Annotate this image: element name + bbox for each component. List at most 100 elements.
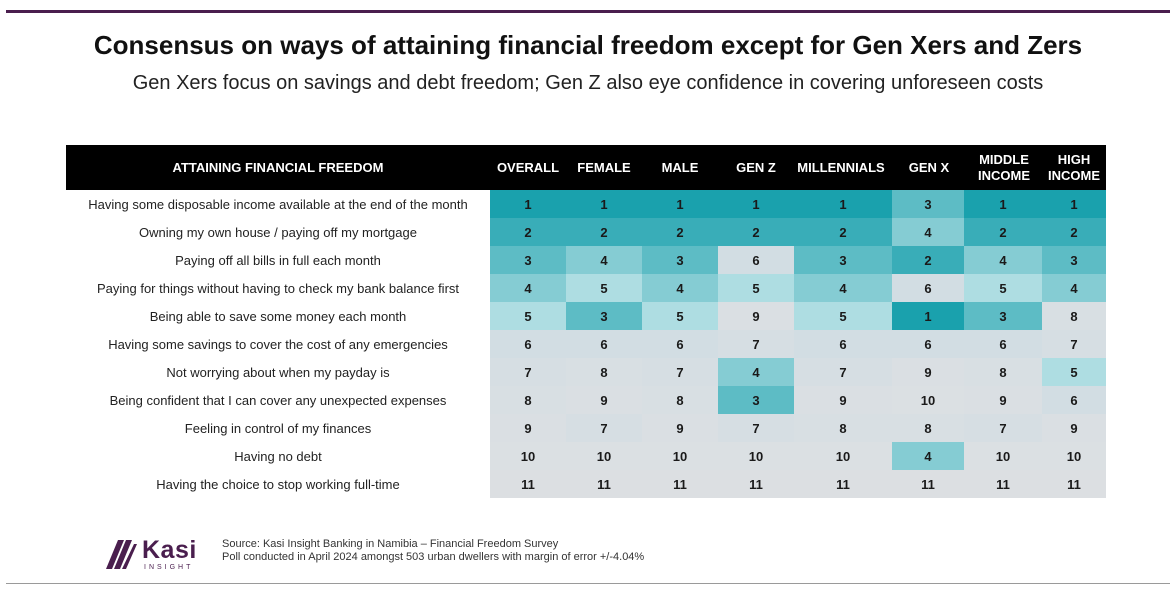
rank-cell: 5 [566, 274, 642, 302]
rank-cell: 7 [964, 414, 1042, 442]
rank-cell: 9 [566, 386, 642, 414]
rank-cell: 6 [1042, 386, 1106, 414]
rank-cell: 7 [490, 358, 566, 386]
row-label: Not worrying about when my payday is [166, 364, 390, 380]
rank-cell: 3 [964, 302, 1042, 330]
rank-cell: 1 [642, 190, 718, 218]
rank-cell: 4 [892, 218, 964, 246]
rank-cell: 4 [794, 274, 892, 302]
rank-cell: 2 [566, 218, 642, 246]
row-label: Being able to save some money each month [149, 308, 407, 324]
rank-cell: 11 [490, 470, 566, 498]
rank-cell: 5 [964, 274, 1042, 302]
rank-cell: 2 [892, 246, 964, 274]
rank-cell: 11 [794, 470, 892, 498]
rank-cell: 3 [794, 246, 892, 274]
rank-cell: 8 [1042, 302, 1106, 330]
column-header: GEN X [908, 159, 950, 175]
rank-cell: 7 [718, 330, 794, 358]
bottom-rule [6, 583, 1170, 584]
rank-cell: 3 [490, 246, 566, 274]
logo-word: Kasi [142, 536, 197, 564]
rank-cell: 7 [794, 358, 892, 386]
chart-subtitle: Gen Xers focus on savings and debt freed… [132, 72, 1044, 94]
rank-cell: 10 [490, 442, 566, 470]
column-header: FEMALE [577, 159, 631, 175]
kasi-logo-icon [106, 540, 137, 569]
rank-cell: 10 [794, 442, 892, 470]
rank-cell: 11 [566, 470, 642, 498]
source-note: Source: Kasi Insight Banking in Namibia … [222, 538, 644, 564]
rank-cell: 11 [718, 470, 794, 498]
rank-cell: 8 [794, 414, 892, 442]
rank-cell: 7 [642, 358, 718, 386]
rank-cell: 6 [964, 330, 1042, 358]
source-line-2: Poll conducted in April 2024 amongst 503… [222, 551, 645, 563]
rank-cell: 10 [642, 442, 718, 470]
rank-cell: 3 [718, 386, 794, 414]
row-label: Having some disposable income available … [88, 196, 468, 212]
rank-cell: 6 [794, 330, 892, 358]
row-label: Being confident that I can cover any une… [109, 392, 447, 408]
rank-cell: 6 [490, 330, 566, 358]
row-label: Having some savings to cover the cost of… [108, 336, 448, 352]
row-header-label: ATTAINING FINANCIAL FREEDOM [172, 159, 384, 175]
row-label: Paying for things without having to chec… [96, 280, 460, 296]
rank-cell: 2 [642, 218, 718, 246]
rank-cell: 5 [1042, 358, 1106, 386]
row-label: Feeling in control of my finances [184, 420, 372, 436]
rank-cell: 6 [892, 330, 964, 358]
rank-cell: 11 [642, 470, 718, 498]
rank-cell: 3 [642, 246, 718, 274]
rank-cell: 9 [964, 386, 1042, 414]
rank-cell: 1 [794, 190, 892, 218]
rank-cell: 11 [964, 470, 1042, 498]
rank-cell: 9 [642, 414, 718, 442]
column-header: MALE [661, 159, 699, 175]
rank-cell: 6 [892, 274, 964, 302]
rank-cell: 4 [490, 274, 566, 302]
column-header: MIDDLE INCOME [978, 151, 1030, 183]
rank-cell: 4 [1042, 274, 1106, 302]
source-line-1: Source: Kasi Insight Banking in Namibia … [222, 538, 559, 550]
rank-cell: 1 [964, 190, 1042, 218]
rank-cell: 4 [892, 442, 964, 470]
rank-cell: 4 [718, 358, 794, 386]
rank-cell: 7 [1042, 330, 1106, 358]
row-label: Paying off all bills in full each month [175, 252, 381, 268]
chart-title: Consensus on ways of attaining financial… [93, 30, 1083, 60]
rank-cell: 1 [718, 190, 794, 218]
rank-cell: 3 [1042, 246, 1106, 274]
column-header: GEN Z [736, 159, 776, 175]
rank-cell: 10 [718, 442, 794, 470]
rank-cell: 2 [794, 218, 892, 246]
rank-cell: 1 [566, 190, 642, 218]
column-header: OVERALL [496, 159, 560, 175]
rank-cell: 5 [718, 274, 794, 302]
kasi-logo: Kasi INSIGHT [104, 534, 214, 574]
rank-cell: 8 [892, 414, 964, 442]
row-label: Owning my own house / paying off my mort… [139, 224, 417, 240]
rank-cell: 4 [642, 274, 718, 302]
rank-cell: 9 [718, 302, 794, 330]
rank-cell: 2 [1042, 218, 1106, 246]
rank-cell: 1 [490, 190, 566, 218]
rank-cell: 4 [566, 246, 642, 274]
rank-cell: 6 [642, 330, 718, 358]
rank-cell: 5 [642, 302, 718, 330]
top-rule [6, 10, 1170, 13]
rank-cell: 8 [642, 386, 718, 414]
rank-cell: 9 [1042, 414, 1106, 442]
rank-cell: 5 [490, 302, 566, 330]
rank-cell: 6 [566, 330, 642, 358]
rank-cell: 11 [1042, 470, 1106, 498]
table-header: ATTAINING FINANCIAL FREEDOM OVERALL FEMA… [66, 145, 1106, 190]
column-header: MILLENNIALS [797, 159, 885, 175]
rank-cell: 3 [566, 302, 642, 330]
rank-cell: 10 [892, 386, 964, 414]
rank-cell: 9 [892, 358, 964, 386]
rank-cell: 9 [794, 386, 892, 414]
rank-cell: 8 [490, 386, 566, 414]
rank-cell: 9 [490, 414, 566, 442]
logo-subtext: INSIGHT [144, 564, 194, 571]
